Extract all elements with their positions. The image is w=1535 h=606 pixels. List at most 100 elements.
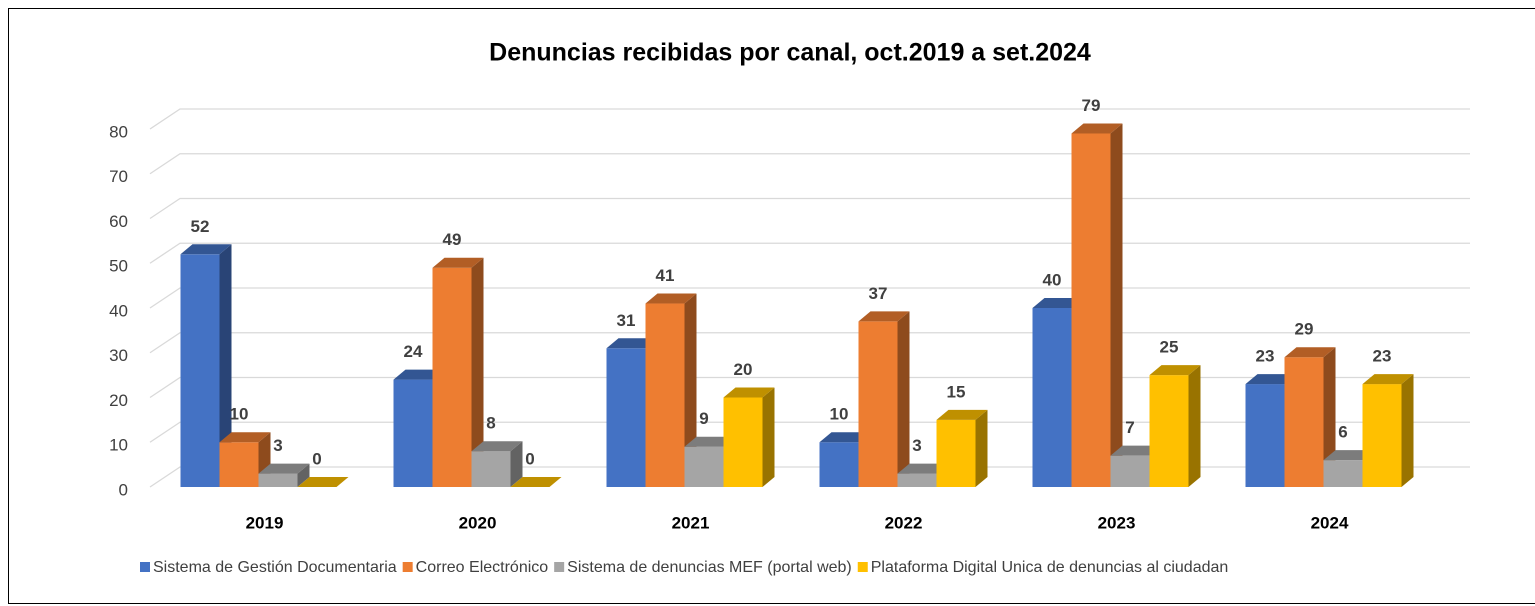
bar xyxy=(936,419,976,487)
legend-swatch xyxy=(140,562,150,572)
y-tick-label: 40 xyxy=(109,301,128,320)
x-tick-label: 2020 xyxy=(459,513,497,532)
bar-top xyxy=(471,441,523,452)
legend-label: Sistema de Gestión Documentaria xyxy=(153,559,397,576)
value-label: 3 xyxy=(273,436,282,455)
bar-top xyxy=(393,369,445,380)
y-tick-label: 20 xyxy=(109,391,128,410)
bar-side xyxy=(1323,347,1336,487)
bar-top xyxy=(936,409,988,420)
value-label: 29 xyxy=(1295,320,1314,339)
bar-side xyxy=(297,463,310,487)
bar xyxy=(645,303,685,487)
bar xyxy=(1284,357,1324,487)
grid-line xyxy=(149,153,1470,175)
x-tick-label: 2023 xyxy=(1098,513,1136,532)
bar xyxy=(1362,384,1402,487)
bar xyxy=(858,321,898,487)
legend-label: Plataforma Digital Unica de denuncias al… xyxy=(871,559,1229,576)
value-label: 10 xyxy=(230,405,249,424)
bar-top xyxy=(1149,365,1201,376)
bar-top xyxy=(684,436,736,447)
value-label: 6 xyxy=(1338,423,1347,442)
bar xyxy=(1149,375,1189,487)
bar xyxy=(606,348,646,487)
bar xyxy=(471,451,511,487)
bar xyxy=(897,473,937,487)
bar-top xyxy=(723,387,775,398)
bar xyxy=(180,254,220,487)
legend-label: Correo Electrónico xyxy=(416,559,549,576)
value-label: 49 xyxy=(443,230,462,249)
value-label: 7 xyxy=(1125,418,1134,437)
bar-top xyxy=(219,432,271,443)
bar-side xyxy=(1110,123,1123,487)
bar-side xyxy=(897,311,910,487)
bar-side xyxy=(510,441,523,487)
grid-line xyxy=(149,197,1470,220)
bar xyxy=(1032,308,1072,487)
bar-side xyxy=(684,293,697,487)
grid-line xyxy=(149,108,1470,130)
bar-side xyxy=(1401,374,1414,487)
bar-top xyxy=(645,293,697,304)
value-label: 20 xyxy=(734,360,753,379)
y-tick-label: 0 xyxy=(119,480,128,499)
legend-swatch xyxy=(402,562,413,572)
value-label: 15 xyxy=(947,382,966,401)
bar-top xyxy=(1362,374,1414,385)
bar xyxy=(432,267,472,487)
value-label: 40 xyxy=(1043,270,1062,289)
value-label: 31 xyxy=(617,311,636,330)
bar-side xyxy=(219,244,232,487)
bar xyxy=(723,397,763,487)
value-label: 52 xyxy=(191,217,210,236)
bar-side xyxy=(1188,365,1201,487)
y-tick-label: 80 xyxy=(109,122,128,141)
x-tick-label: 2024 xyxy=(1311,513,1349,532)
value-label: 41 xyxy=(656,266,675,285)
y-tick-label: 10 xyxy=(109,436,128,455)
value-label: 24 xyxy=(404,342,423,361)
y-tick-label: 60 xyxy=(109,212,128,231)
bar-top xyxy=(606,338,658,349)
value-label: 9 xyxy=(699,409,708,428)
legend-swatch xyxy=(857,562,868,572)
bar xyxy=(1245,384,1285,487)
value-label: 0 xyxy=(525,449,534,468)
value-label: 23 xyxy=(1373,347,1392,366)
x-tick-label: 2021 xyxy=(672,513,710,532)
bar-top xyxy=(1071,123,1123,134)
bar xyxy=(1323,460,1363,487)
bar-side xyxy=(762,387,775,487)
bar xyxy=(819,442,859,487)
bar xyxy=(1110,455,1150,487)
bar xyxy=(219,442,259,487)
bar-top xyxy=(858,311,910,322)
bar-top xyxy=(510,477,562,487)
value-label: 79 xyxy=(1082,96,1101,115)
bar-top xyxy=(1110,445,1162,456)
grid-line xyxy=(149,287,1470,309)
value-label: 10 xyxy=(830,405,849,424)
chart-border xyxy=(8,8,1535,604)
bar-side xyxy=(471,257,484,487)
value-label: 0 xyxy=(312,449,321,468)
bar xyxy=(393,379,433,487)
bar-top xyxy=(180,244,232,255)
value-label: 25 xyxy=(1160,338,1179,357)
bar xyxy=(258,473,298,487)
bar-top xyxy=(819,432,871,443)
bar-top xyxy=(1245,374,1297,385)
value-label: 8 xyxy=(486,414,495,433)
y-tick-label: 70 xyxy=(109,167,128,186)
bar-top xyxy=(432,257,484,268)
chart-title: Denuncias recibidas por canal, oct.2019 … xyxy=(489,39,1091,67)
value-label: 37 xyxy=(869,284,888,303)
bar-top xyxy=(897,463,949,474)
bar-top xyxy=(258,463,310,474)
x-tick-label: 2022 xyxy=(885,513,923,532)
bar-top xyxy=(1284,347,1336,358)
bar-top xyxy=(297,477,349,487)
